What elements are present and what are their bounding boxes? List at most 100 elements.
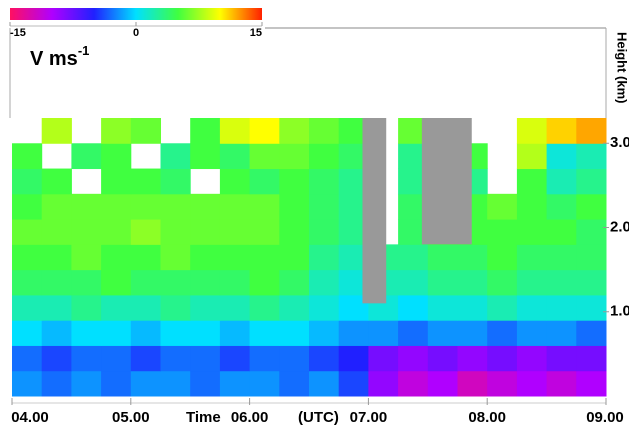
heat-cell [516,320,548,346]
heat-cell [41,320,72,346]
heat-cell [309,269,340,296]
x-label: (UTC) [298,409,339,426]
colorbar-tick-label: 0 [133,27,139,39]
heat-cell [219,345,251,372]
x-tick-label: 07.00 [350,409,388,426]
heat-cell [249,193,280,220]
heat-cell [12,345,43,372]
heat-cell [101,193,132,220]
heat-cell [101,118,132,144]
heat-cell [368,320,399,346]
heat-cell [160,294,191,321]
heat-cell [487,370,518,397]
heat-cell [309,168,340,195]
heat-cell [12,269,43,296]
heat-cell [190,143,221,170]
heat-cell [398,294,429,321]
heat-cell [190,193,221,220]
heat-cell [516,345,548,372]
missing-block [421,118,472,245]
heat-cell [71,320,102,346]
x-tick-label: 05.00 [112,409,150,426]
heat-cell [457,294,488,321]
heat-cell [12,370,43,397]
heat-cell [160,269,191,296]
heat-cell [546,193,577,220]
heat-cell [71,219,102,245]
heat-cell [249,370,280,397]
heat-cell [309,143,340,170]
heat-cell [41,244,72,271]
x-tick-label: 06.00 [231,409,269,426]
heat-cell [160,168,191,195]
heat-cell [219,370,251,397]
y-tick-label: 3.0 [610,134,629,151]
heat-cell [279,294,310,321]
heat-cell [190,269,221,296]
heat-cell [41,118,72,144]
heat-cell [41,370,72,397]
y-tick-label: 2.0 [610,218,629,235]
heat-cell [338,345,369,372]
heat-cell [309,193,340,220]
heat-cell [279,269,310,296]
heat-cell [101,320,132,346]
heat-cell [219,244,251,271]
heat-cell [101,370,132,397]
heat-cell [190,320,221,346]
heat-cell [219,118,251,144]
heat-cell [487,294,518,321]
heat-cell [546,345,577,372]
heat-cell [101,269,132,296]
heat-cell [576,193,607,220]
heat-cell [12,168,43,195]
heat-cell [279,193,310,220]
heat-cell [516,244,548,271]
heat-cell [309,219,340,245]
unit-exponent: -1 [78,43,90,58]
heat-cell [516,294,548,321]
x-tick-label: 09.00 [586,409,624,426]
heat-cell [130,118,161,144]
heat-cell [71,294,102,321]
heat-cell [249,143,280,170]
heat-cell [249,244,280,271]
heat-cell [71,143,102,170]
heat-cell [516,269,548,296]
heat-cell [546,269,577,296]
heat-cell [279,244,310,271]
heat-cell [12,219,43,245]
heat-cell [576,143,607,170]
heat-cell [219,294,251,321]
heat-cell [546,118,577,144]
unit-text: V ms [30,48,78,70]
heat-cell [219,193,251,220]
heat-cell [130,345,161,372]
heat-cell [41,269,72,296]
heat-cell [398,370,429,397]
heat-cell [368,370,399,397]
heat-cell [546,143,577,170]
colorbar-tick-label: -15 [10,27,26,39]
heat-cell [457,244,488,271]
heat-cell [457,370,488,397]
heat-cell [309,294,340,321]
y-tick-label: 1.0 [610,303,629,320]
heat-cell [12,193,43,220]
heat-cell [487,320,518,346]
heat-cell [101,294,132,321]
heat-cell [190,345,221,372]
heat-cell [249,345,280,372]
heat-cell [71,345,102,372]
heat-cell [41,193,72,220]
heat-cell [130,370,161,397]
heat-cell [190,244,221,271]
heat-cell [309,370,340,397]
heat-cell [190,219,221,245]
heat-cell [576,219,607,245]
heat-cell [398,244,429,271]
heat-cell [398,320,429,346]
x-label: Time [186,409,221,426]
heat-cell [576,320,607,346]
